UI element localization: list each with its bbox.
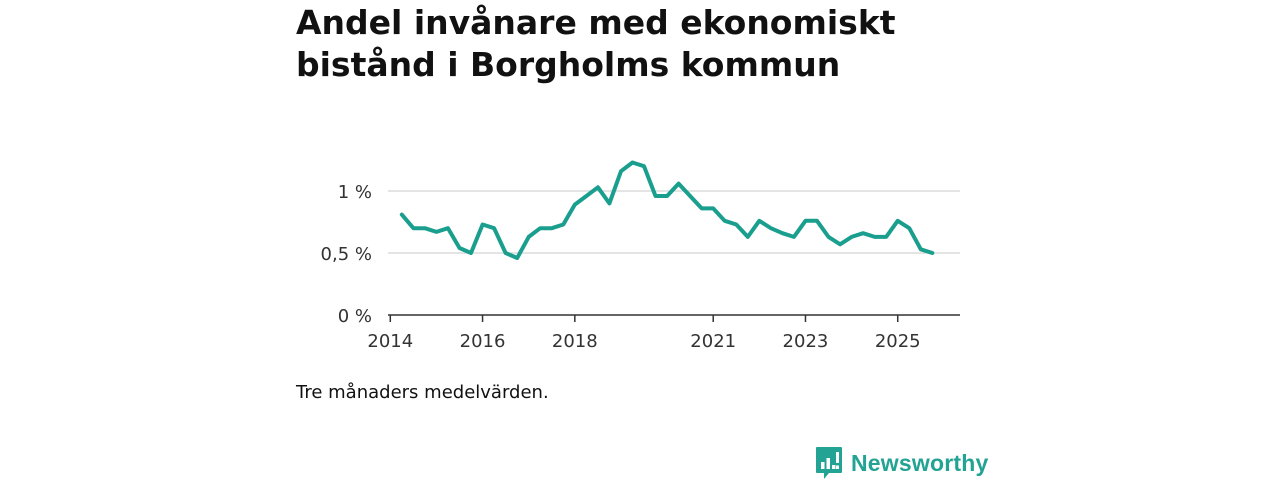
y-tick-label: 0,5 %	[321, 244, 372, 265]
series-line	[399, 160, 935, 260]
x-tick-label: 2023	[783, 331, 829, 352]
x-tick-label: 2018	[552, 331, 598, 352]
x-tick-label: 2016	[460, 331, 506, 352]
y-tick-label: 1 %	[338, 182, 372, 203]
line-chart: 0 % 0,5 % 1 % 2014 2016 2018 2021 2023 2025	[321, 160, 960, 352]
newsworthy-brand-name: Newsworthy	[851, 449, 989, 476]
x-axis-ticks: 2014 2016 2018 2021 2023 2025	[367, 315, 921, 352]
x-tick-label: 2021	[690, 331, 736, 352]
x-tick-label: 2014	[367, 331, 413, 352]
x-tick-label: 2025	[875, 331, 921, 352]
chart-title: Andel invånare med ekonomiskt bistånd i …	[296, 3, 896, 84]
y-axis-tick-labels: 0 % 0,5 % 1 %	[321, 182, 372, 327]
newsworthy-logo-icon	[816, 447, 842, 479]
chart-caption: Tre månaders medelvärden.	[296, 382, 549, 403]
y-tick-label: 0 %	[338, 306, 372, 327]
newsworthy-brand: Newsworthy	[815, 446, 988, 480]
